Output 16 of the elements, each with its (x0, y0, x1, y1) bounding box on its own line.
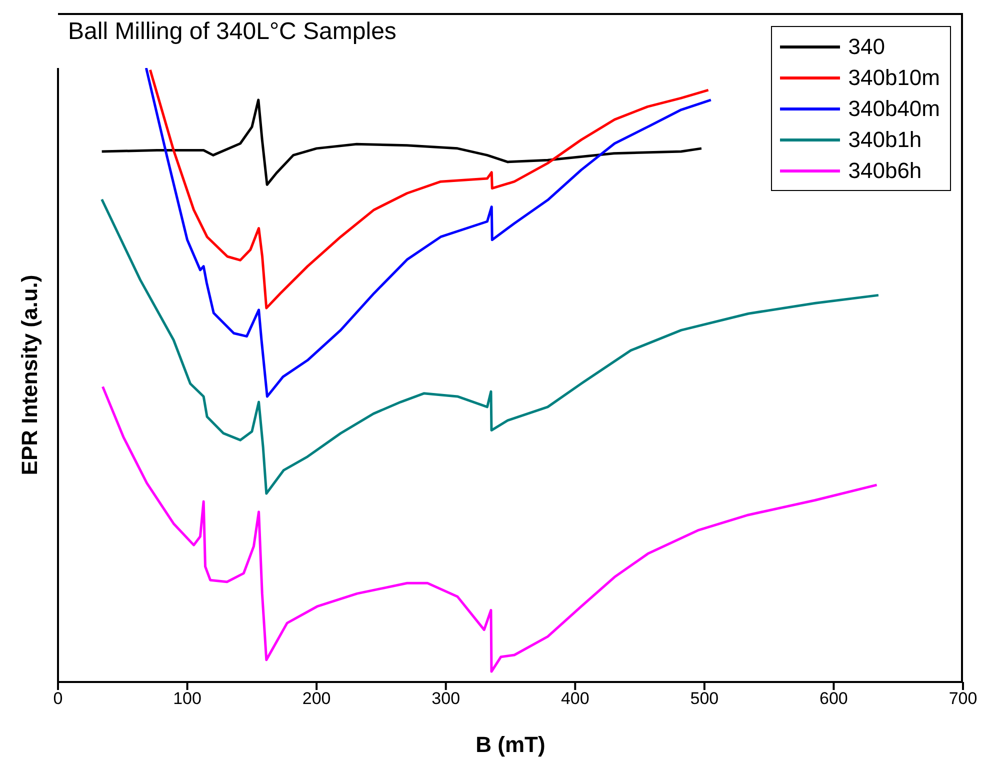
x-tick-label: 300 (432, 689, 460, 708)
legend-label: 340b10m (848, 64, 940, 90)
legend-label: 340b6h (848, 158, 922, 184)
y-axis-title: EPR Intensity (a.u.) (16, 274, 42, 476)
chart-title: Ball Milling of 340L°C Samples (68, 18, 396, 46)
legend-label: 340b40m (848, 96, 940, 122)
x-tick-label: 100 (173, 689, 202, 708)
x-tick-label: 200 (302, 689, 331, 708)
x-tick-label: 400 (560, 689, 590, 708)
x-tick-label: 600 (820, 689, 848, 708)
x-tick-label: 500 (690, 689, 719, 708)
x-tick-label: 0 (53, 689, 63, 708)
legend-label: 340b1h (848, 126, 922, 152)
x-tick-label: 700 (948, 689, 978, 708)
legend-label: 340 (848, 34, 885, 60)
x-axis-title: B (mT) (476, 732, 546, 757)
